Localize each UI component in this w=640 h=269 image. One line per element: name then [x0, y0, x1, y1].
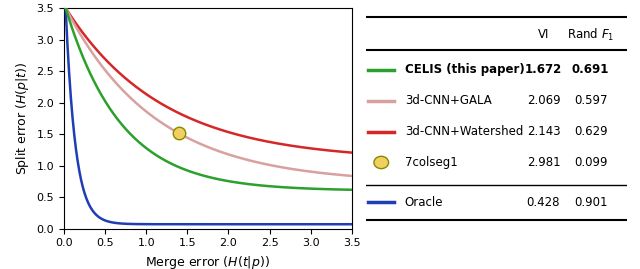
Text: 2.069: 2.069 — [527, 94, 560, 107]
Text: 0.597: 0.597 — [574, 94, 607, 107]
Circle shape — [374, 156, 388, 169]
Text: 0.629: 0.629 — [573, 125, 607, 138]
Text: 3d-CNN+Watershed: 3d-CNN+Watershed — [404, 125, 523, 138]
Text: 3d-CNN+GALA: 3d-CNN+GALA — [404, 94, 492, 107]
Text: VI: VI — [538, 28, 549, 41]
Y-axis label: Split error ($H(p|t)$): Split error ($H(p|t)$) — [14, 62, 31, 175]
Text: 0.099: 0.099 — [574, 156, 607, 169]
Text: 0.901: 0.901 — [574, 196, 607, 209]
Text: 2.981: 2.981 — [527, 156, 560, 169]
Text: 7colseg1: 7colseg1 — [404, 156, 458, 169]
Text: 2.143: 2.143 — [527, 125, 560, 138]
Text: Rand $F_1$: Rand $F_1$ — [567, 26, 614, 43]
X-axis label: Merge error ($H(t|p)$): Merge error ($H(t|p)$) — [145, 254, 270, 269]
Text: 1.672: 1.672 — [525, 63, 562, 76]
Text: CELIS (this paper): CELIS (this paper) — [404, 63, 525, 76]
Text: 0.428: 0.428 — [527, 196, 560, 209]
Text: 0.691: 0.691 — [572, 63, 609, 76]
Text: Oracle: Oracle — [404, 196, 444, 209]
